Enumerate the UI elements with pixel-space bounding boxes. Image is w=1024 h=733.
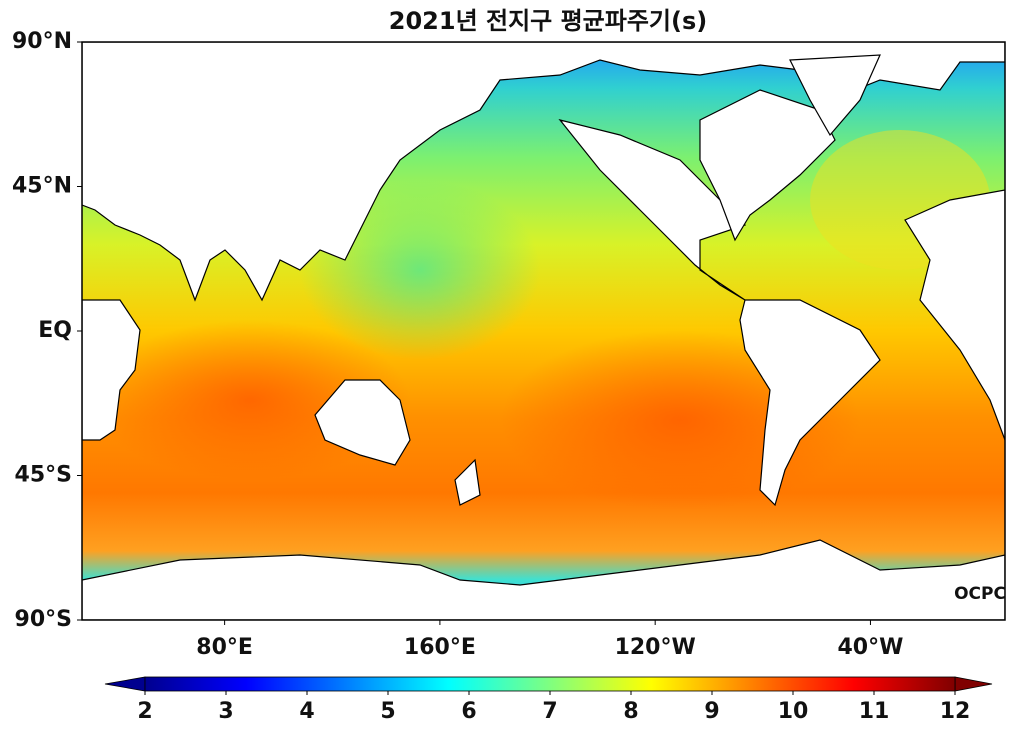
colorbar-tick-label: 9: [704, 699, 719, 724]
colorbar-under: [104, 676, 146, 692]
colorbar-tick-label: 3: [218, 699, 233, 724]
x-tick-label: 120°W: [615, 635, 696, 660]
map-field: [82, 42, 1005, 620]
colorbar: [144, 676, 956, 692]
y-tick-label: EQ: [38, 318, 72, 343]
land: [82, 42, 1005, 620]
y-tick-label: 90°N: [12, 29, 72, 54]
colorbar-tick-label: 10: [778, 699, 809, 724]
colorbar-tick-label: 6: [461, 699, 476, 724]
colorbar-tick-label: 12: [940, 699, 971, 724]
colorbar-over: [954, 676, 993, 692]
y-tick-label: 45°N: [12, 174, 72, 199]
colorbar-tick-label: 7: [542, 699, 557, 724]
colorbar-tick-label: 2: [137, 699, 152, 724]
colorbar-tick-label: 11: [859, 699, 890, 724]
colorbar-tick-label: 5: [380, 699, 395, 724]
colorbar-tick-label: 4: [299, 699, 314, 724]
logo: OCPC: [954, 584, 1006, 604]
y-tick-label: 45°S: [15, 463, 72, 488]
chart-title: 2021년 전지구 평균파주기(s): [389, 7, 707, 35]
x-tick-label: 160°E: [404, 635, 476, 660]
x-tick-label: 80°E: [196, 635, 253, 660]
x-tick-label: 40°W: [838, 635, 904, 660]
y-tick-label: 90°S: [15, 607, 72, 632]
colorbar-tick-label: 8: [623, 699, 638, 724]
